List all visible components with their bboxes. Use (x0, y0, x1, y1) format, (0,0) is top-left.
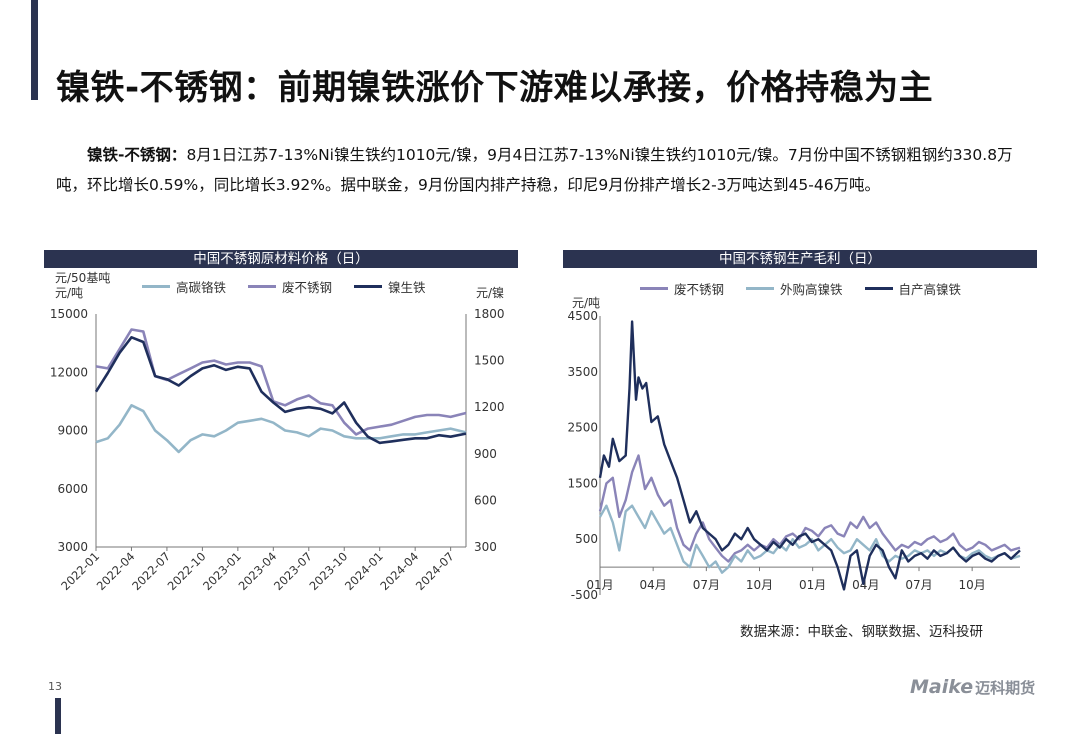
chart1-legend: 高碳铬铁 废不锈钢 镍生铁 (142, 277, 426, 296)
chart1-ytick-right-1: 1500 (474, 354, 505, 368)
chart1-ytick-left-4: 3000 (57, 540, 88, 554)
chart2-xtick-4: 01月 (799, 578, 826, 592)
chart2-xtick-3: 10月 (746, 578, 773, 592)
body-paragraph: 镍铁-不锈钢：8月1日江苏7-13%Ni镍生铁约1010元/镍，9月4日江苏7-… (56, 140, 1028, 200)
chart1-right-unit: 元/镍 (476, 286, 505, 300)
chart1-ytick-right-4: 600 (474, 493, 497, 507)
accent-bar-bottom (55, 698, 61, 734)
chart2-xtick-5: 04月 (852, 578, 879, 592)
page-number: 13 (48, 680, 62, 693)
chart1-legend-item-2: 镍生铁 (354, 277, 426, 296)
chart1-xtick-7: 2023-10 (306, 549, 350, 593)
chart2-legend-label-2: 自产高镍铁 (898, 282, 962, 297)
chart1-legend-swatch-1 (248, 285, 277, 288)
chart1-title: 中国不锈钢原材料价格（日） (44, 250, 518, 268)
chart1-series-2 (94, 336, 467, 445)
chart2-xtick-2: 07月 (693, 578, 720, 592)
body-content: 8月1日江苏7-13%Ni镍生铁约1010元/镍，9月4日江苏7-13%Ni镍生… (56, 146, 1013, 194)
chart1-legend-swatch-0 (142, 285, 170, 288)
chart1-ytick-left-3: 6000 (57, 482, 88, 496)
chart2-legend-swatch-0 (640, 287, 668, 290)
chart2-ytick-3: 1500 (567, 476, 598, 490)
chart2-series-2 (598, 320, 1021, 591)
chart1-ytick-right-3: 900 (474, 447, 497, 461)
chart2-title: 中国不锈钢生产毛利（日） (563, 250, 1037, 268)
logo-cn: 迈科期货 (975, 679, 1036, 697)
chart1-left-unit: 元/50基吨 元/吨 (55, 271, 111, 300)
chart2-ytick-4: 500 (575, 532, 598, 546)
chart2-series-0 (598, 454, 1021, 563)
chart1-xtick-5: 2023-04 (236, 549, 280, 593)
chart1-legend-item-1: 废不锈钢 (248, 277, 332, 296)
chart1-ytick-right-0: 1800 (474, 307, 505, 321)
data-source: 数据来源：中联金、钢联数据、迈科投研 (740, 624, 983, 640)
chart2-legend-item-2: 自产高镍铁 (864, 279, 962, 298)
chart1-plot: 15000 12000 9000 6000 3000 1800 1500 1200 900 600… (50, 307, 505, 593)
chart2-xtick-1: 04月 (640, 578, 667, 592)
chart2-ytick-0: 4500 (567, 309, 598, 323)
slide-title: 镍铁-不锈钢：前期镍铁涨价下游难以承接，价格持稳为主 (56, 68, 934, 108)
chart2-legend-label-0: 废不锈钢 (674, 282, 725, 297)
chart1-legend-label-0: 高碳铬铁 (176, 280, 227, 295)
chart2-ytick-2: 2500 (567, 421, 598, 435)
chart1-xtick-3: 2022-10 (165, 549, 209, 593)
chart1-xtick-2: 2022-07 (129, 549, 173, 593)
chart1-xtick-0: 2022-01 (58, 549, 102, 593)
chart2-legend-swatch-2 (864, 287, 893, 290)
chart1-xtick-1: 2022-04 (94, 549, 138, 593)
chart2-legend-item-1: 外购高镍铁 (746, 279, 843, 298)
chart2-legend-label-1: 外购高镍铁 (780, 282, 843, 297)
chart2-legend: 废不锈钢 外购高镍铁 自产高镍铁 (640, 279, 961, 298)
chart1-series-1 (95, 328, 467, 436)
chart2-legend-swatch-1 (746, 287, 775, 290)
chart2-ytick-5: -500 (571, 588, 598, 602)
chart1-xtick-6: 2023-07 (271, 549, 315, 593)
chart1-series-0 (95, 404, 467, 454)
chart1-ytick-right-5: 300 (474, 540, 497, 554)
chart1-legend-item-0: 高碳铬铁 (142, 277, 226, 296)
chart1-xtick-8: 2024-01 (342, 549, 386, 593)
chart1-legend-label-1: 废不锈钢 (282, 280, 333, 295)
chart1-xtick-9: 2024-04 (377, 549, 421, 593)
accent-bar-top (31, 0, 38, 100)
chart2-unit: 元/吨 (572, 296, 601, 310)
chart1-ytick-left-2: 9000 (57, 424, 88, 438)
chart1-legend-swatch-2 (354, 285, 383, 288)
chart1-ytick-right-2: 1200 (474, 400, 505, 414)
chart2-legend-item-0: 废不锈钢 (640, 279, 724, 298)
chart2-ytick-1: 3500 (567, 365, 598, 379)
company-logo: Maike 迈科期货 (910, 676, 1035, 698)
chart2-xtick-7: 10月 (959, 578, 986, 592)
chart2-xtick-0: 01月 (586, 578, 613, 592)
chart1-ytick-left-1: 12000 (50, 365, 88, 379)
chart1-xtick-10: 2024-07 (413, 549, 457, 593)
chart1-xtick-4: 2023-01 (200, 549, 244, 593)
chart1-legend-label-2: 镍生铁 (388, 280, 426, 295)
body-lead: 镍铁-不锈钢： (87, 146, 187, 164)
chart2-xtick-6: 07月 (905, 578, 932, 592)
chart1-ytick-left-0: 15000 (50, 307, 88, 321)
logo-latin: Maike (910, 676, 974, 698)
